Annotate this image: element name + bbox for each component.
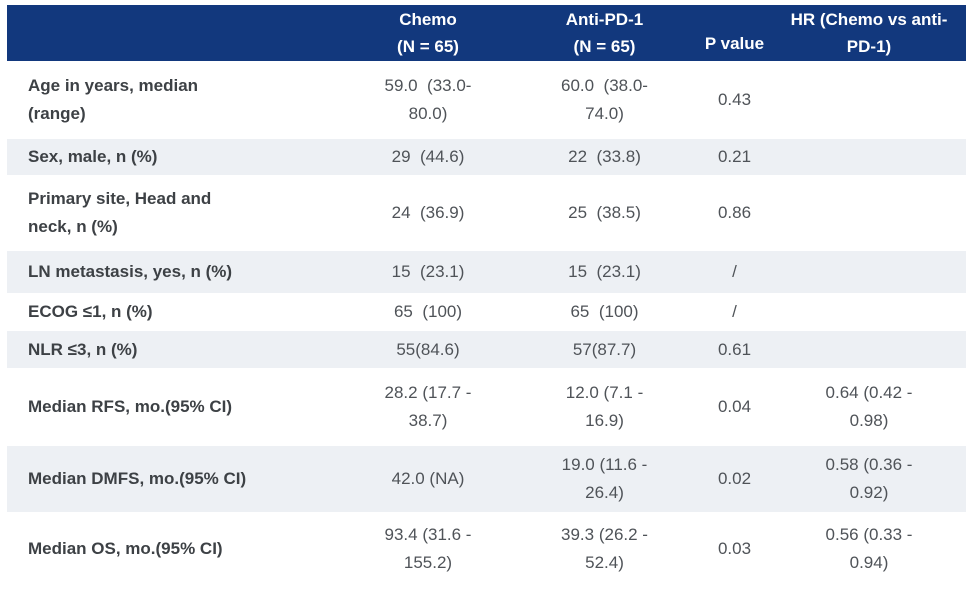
chemo-value-cell: 24 (36.9) xyxy=(391,203,465,222)
row-label: LN metastasis, yes, n (%) xyxy=(28,262,233,281)
p-value-cell: 0.86 xyxy=(717,203,752,222)
table-row-nlr: NLR ≤3, n (%) 55(84.6) 57(87.7) 0.61 xyxy=(7,331,966,368)
chemo-value-cell: 93.4 (31.6 - 155.2) xyxy=(384,525,472,572)
hr-value-cell xyxy=(772,139,966,175)
table-row-median-dmfs: Median DMFS, mo.(95% CI) 42.0 (NA) 19.0 … xyxy=(7,446,966,512)
anti-pd1-value-cell: 25 (38.5) xyxy=(568,203,641,222)
header-p-value-cell: P value xyxy=(704,34,765,53)
p-value-cell: 0.21 xyxy=(717,147,752,166)
chemo-value-cell: 42.0 (NA) xyxy=(391,469,465,488)
anti-pd1-value-cell: 19.0 (11.6 - 26.4) xyxy=(561,455,648,502)
chemo-value-cell: 29 (44.6) xyxy=(391,147,465,166)
header-row-label-cell xyxy=(7,5,344,61)
chemo-value-cell: 59.0 (33.0- 80.0) xyxy=(384,76,472,123)
treatment-outcomes-table: Chemo (N = 65) Anti-PD-1 (N = 65) P valu… xyxy=(7,5,966,586)
row-label: Median RFS, mo.(95% CI) xyxy=(28,397,233,416)
hr-value-cell xyxy=(772,251,966,293)
hr-value-cell xyxy=(772,175,966,251)
hr-value-cell: 0.64 (0.42 - 0.98) xyxy=(825,383,913,430)
header-row: Chemo (N = 65) Anti-PD-1 (N = 65) P valu… xyxy=(7,5,966,61)
anti-pd1-value-cell: 22 (33.8) xyxy=(568,147,641,166)
p-value-cell: 0.02 xyxy=(717,469,752,488)
header-anti-pd1-cell: Anti-PD-1 (N = 65) xyxy=(565,10,644,56)
p-value-cell: 0.43 xyxy=(717,90,752,109)
anti-pd1-value-cell: 12.0 (7.1 - 16.9) xyxy=(565,383,644,430)
row-label: NLR ≤3, n (%) xyxy=(28,339,138,359)
table-row-sex: Sex, male, n (%) 29 (44.6) 22 (33.8) 0.2… xyxy=(7,139,966,175)
table-row-ln-metastasis: LN metastasis, yes, n (%) 15 (23.1) 15 (… xyxy=(7,251,966,293)
row-label: Median OS, mo.(95% CI) xyxy=(28,539,223,558)
table-row-median-os: Median OS, mo.(95% CI) 93.4 (31.6 - 155.… xyxy=(7,512,966,586)
anti-pd1-value-cell: 15 (23.1) xyxy=(568,262,641,281)
anti-pd1-value-cell: 39.3 (26.2 - 52.4) xyxy=(561,525,648,572)
row-label: Median DMFS, mo.(95% CI) xyxy=(28,469,247,488)
p-value-cell: / xyxy=(732,302,737,321)
row-label: Sex, male, n (%) xyxy=(28,147,158,166)
chemo-value-cell: 65 (100) xyxy=(393,302,463,321)
anti-pd1-value-cell: 57(87.7) xyxy=(572,339,637,359)
chemo-value-cell: 15 (23.1) xyxy=(391,262,465,281)
hr-value-cell xyxy=(772,293,966,331)
p-value-cell: 0.03 xyxy=(717,539,752,558)
hr-value-cell xyxy=(772,61,966,139)
p-value-cell: 0.04 xyxy=(717,397,752,416)
hr-value-cell: 0.58 (0.36 - 0.92) xyxy=(825,455,913,502)
table-row-ecog: ECOG ≤1, n (%) 65 (100) 65 (100) / xyxy=(7,293,966,331)
hr-value-cell: 0.56 (0.33 - 0.94) xyxy=(825,525,913,572)
anti-pd1-value-cell: 60.0 (38.0- 74.0) xyxy=(561,76,648,123)
chemo-value-cell: 55(84.6) xyxy=(396,339,460,359)
header-chemo-cell: Chemo (N = 65) xyxy=(397,10,459,56)
chemo-value-cell: 28.2 (17.7 - 38.7) xyxy=(384,383,472,430)
row-label: Age in years, median (range) xyxy=(28,76,199,123)
p-value-cell: 0.61 xyxy=(717,339,752,359)
p-value-cell: / xyxy=(732,262,737,281)
table-row-median-rfs: Median RFS, mo.(95% CI) 28.2 (17.7 - 38.… xyxy=(7,368,966,446)
table-row-primary-site: Primary site, Head and neck, n (%) 24 (3… xyxy=(7,175,966,251)
anti-pd1-value-cell: 65 (100) xyxy=(570,302,639,321)
header-hr-cell: HR (Chemo vs anti- PD-1) xyxy=(790,10,948,56)
table-row-age: Age in years, median (range) 59.0 (33.0-… xyxy=(7,61,966,139)
row-label: Primary site, Head and neck, n (%) xyxy=(28,189,212,236)
hr-value-cell xyxy=(772,331,966,368)
row-label: ECOG ≤1, n (%) xyxy=(28,302,153,321)
